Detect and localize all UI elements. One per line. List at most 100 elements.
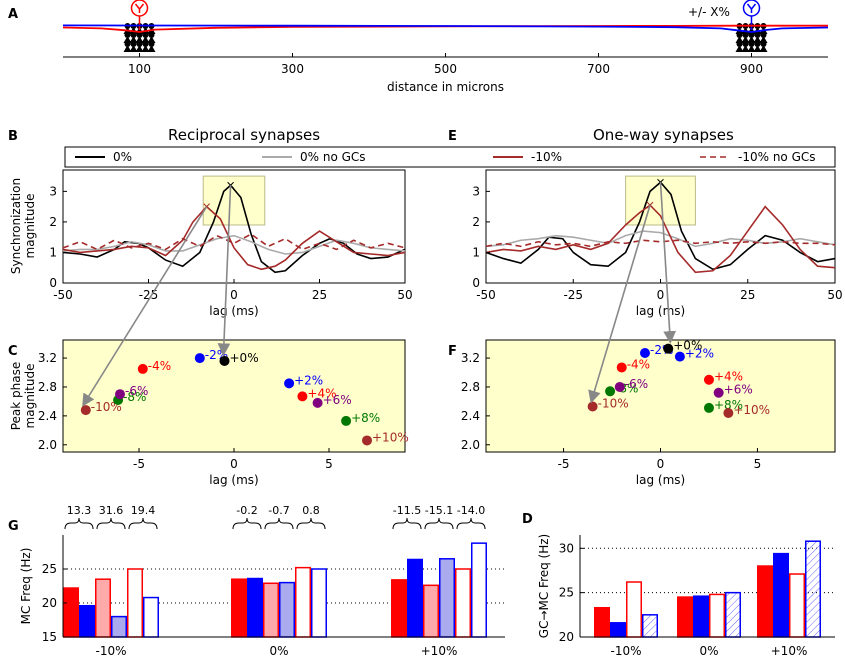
panel-d-bar-0-4 bbox=[127, 568, 143, 638]
granule-cell-body bbox=[747, 45, 756, 52]
panel-g-bar-1-2 bbox=[709, 593, 725, 638]
panel-g-bar-2-1 bbox=[773, 552, 789, 638]
panel-b-xlabel: lag (ms) bbox=[209, 304, 258, 318]
granule-cell bbox=[136, 41, 143, 47]
panel-d-bar-2-5 bbox=[471, 542, 487, 638]
panel-a-xlabel: distance in microns bbox=[387, 80, 504, 94]
panel-f-ytick-label: 2.0 bbox=[461, 438, 480, 452]
panel-label-f: F bbox=[448, 344, 457, 359]
panel-d: 13.3 31.6 19.4 -10% -0.2 -0.7 0.8 0% -11.5 -15.1-… bbox=[19, 504, 505, 657]
panel-d-ytick-label: 20 bbox=[42, 596, 57, 610]
panel-c-point-label-2: -6% bbox=[125, 384, 148, 398]
panel-c-xtick-label: -5 bbox=[133, 457, 145, 471]
panel-d-bar-2-3 bbox=[439, 558, 455, 638]
panel-f-ytick-label: 2.8 bbox=[461, 380, 480, 394]
panel-g-category-2: +10% bbox=[771, 644, 808, 657]
granule-cell bbox=[736, 32, 743, 38]
panel-f-point-label-8: +6% bbox=[724, 383, 753, 397]
panel-f-point-10 bbox=[723, 407, 734, 418]
panel-d-bar-0-0 bbox=[63, 587, 79, 638]
panel-g-bar-0-1 bbox=[610, 622, 626, 638]
granule-cell-body bbox=[735, 36, 744, 43]
panel-e-xtick-label: 25 bbox=[740, 288, 755, 302]
panel-f-point-label-3: -4% bbox=[627, 357, 650, 371]
panel-label-b: B bbox=[8, 129, 18, 144]
panel-g-bar-1-1 bbox=[693, 595, 709, 638]
panel-b-arrow-1 bbox=[217, 185, 232, 357]
panel-c-point-label-7: +4% bbox=[307, 386, 336, 400]
panel-b-xtick-label: 25 bbox=[312, 288, 327, 302]
panel-b-ytick-label: 2 bbox=[49, 215, 57, 229]
panel-f-point-2 bbox=[614, 381, 625, 392]
legend-label-3: -10% no GCs bbox=[738, 150, 816, 164]
legend-label-1: 0% no GCs bbox=[300, 150, 366, 164]
panel-f-ytick-label: 3.2 bbox=[461, 351, 480, 365]
panel-d-bar-1-2 bbox=[263, 582, 279, 638]
panel-c-ytick-label: 2.8 bbox=[38, 380, 57, 394]
panel-d-ylabel: MC Freq (Hz) bbox=[19, 548, 33, 625]
granule-cell-body bbox=[747, 36, 756, 43]
granule-cell bbox=[760, 32, 767, 38]
panel-f-xtick-label: 0 bbox=[657, 457, 665, 471]
panel-c-ytick-label: 3.2 bbox=[38, 351, 57, 365]
granule-cell bbox=[754, 41, 761, 47]
panel-e-ytick-label: 3 bbox=[472, 184, 480, 198]
panel-g-bar-0-0 bbox=[594, 606, 610, 638]
panel-d-category-0: -10% bbox=[95, 644, 126, 657]
panel-b-ylabel-2: magnitude bbox=[23, 194, 37, 259]
panel-d-diff-label-1-2: 0.8 bbox=[302, 504, 320, 517]
granule-cell bbox=[124, 32, 131, 38]
panel-f-point-4 bbox=[639, 348, 650, 359]
granule-cell-body bbox=[147, 45, 156, 52]
panel-f-point-label-0: -10% bbox=[598, 396, 629, 410]
panel-f-point-label-2: -6% bbox=[625, 377, 648, 391]
panel-c-point-0 bbox=[80, 405, 91, 416]
panel-d-brace-0-2 bbox=[128, 517, 158, 530]
panel-g-bar-0-3 bbox=[642, 614, 658, 638]
panel-label-d: G bbox=[8, 519, 19, 534]
panel-c-point-5 bbox=[219, 355, 230, 366]
panel-d-diff-label-0-1: 31.6 bbox=[99, 504, 124, 517]
granule-cell-body bbox=[135, 45, 144, 52]
granule-cell bbox=[742, 32, 749, 38]
panel-e: -50 -25 0 25 50 0 1 2 3 lag (ms) bbox=[472, 169, 843, 318]
panel-a-annotation: +/- X% bbox=[688, 5, 730, 19]
panel-g-bar-2-2 bbox=[789, 573, 805, 638]
panel-e-xtick-label: 0 bbox=[657, 288, 665, 302]
panel-g-ytick-label: 20 bbox=[559, 630, 574, 644]
panel-c-point-8 bbox=[312, 397, 323, 408]
granule-cell-body bbox=[135, 36, 144, 43]
granule-cell bbox=[130, 32, 137, 38]
panel-c-point-label-8: +6% bbox=[323, 393, 352, 407]
legend: 0% 0% no GCs -10% -10% no GCs bbox=[64, 146, 836, 168]
panel-b-series-0 bbox=[62, 184, 406, 274]
panel-c-xtick-label: 0 bbox=[230, 457, 238, 471]
granule-cell bbox=[136, 32, 143, 38]
granule-cell-body bbox=[741, 45, 750, 52]
panel-d-bar-2-2 bbox=[423, 584, 439, 638]
panel-d-brace-0-1 bbox=[96, 517, 126, 530]
panel-c-point-label-9: +8% bbox=[351, 411, 380, 425]
panel-d-ytick-label: 15 bbox=[42, 630, 57, 644]
granule-cell-body bbox=[141, 45, 150, 52]
panel-f-point-1 bbox=[605, 386, 616, 397]
mitral-glyph bbox=[134, 3, 145, 13]
panel-f-point-7 bbox=[703, 374, 714, 385]
panel-d-diff-label-1-0: -0.2 bbox=[236, 504, 257, 517]
panel-g-ylabel: GC→MC Freq (Hz) bbox=[537, 534, 551, 638]
panel-b-xtick-label: 0 bbox=[230, 288, 238, 302]
panel-f-xtick-label: -5 bbox=[558, 457, 570, 471]
panel-g-bar-1-0 bbox=[677, 596, 693, 638]
panel-d-bar-2-1 bbox=[407, 558, 423, 638]
panel-d-brace-2-0 bbox=[392, 517, 422, 530]
panel-f: -10%-8%-6%-4%-2% +0%+2%+4%+6%+8%+10%-5 0 52… bbox=[461, 339, 836, 487]
panel-f-point-8 bbox=[713, 387, 724, 398]
panel-e-title: One-way synapses bbox=[593, 126, 734, 144]
panel-a-series-1 bbox=[62, 24, 829, 33]
panel-d-diff-label-2-0: -11.5 bbox=[393, 504, 421, 517]
granule-cell-body bbox=[753, 36, 762, 43]
panel-a: 100 300 500 700 900 distance in microns bbox=[62, 0, 829, 94]
panel-d-diff-label-0-0: 13.3 bbox=[67, 504, 92, 517]
panel-e-ytick-label: 0 bbox=[472, 276, 480, 290]
